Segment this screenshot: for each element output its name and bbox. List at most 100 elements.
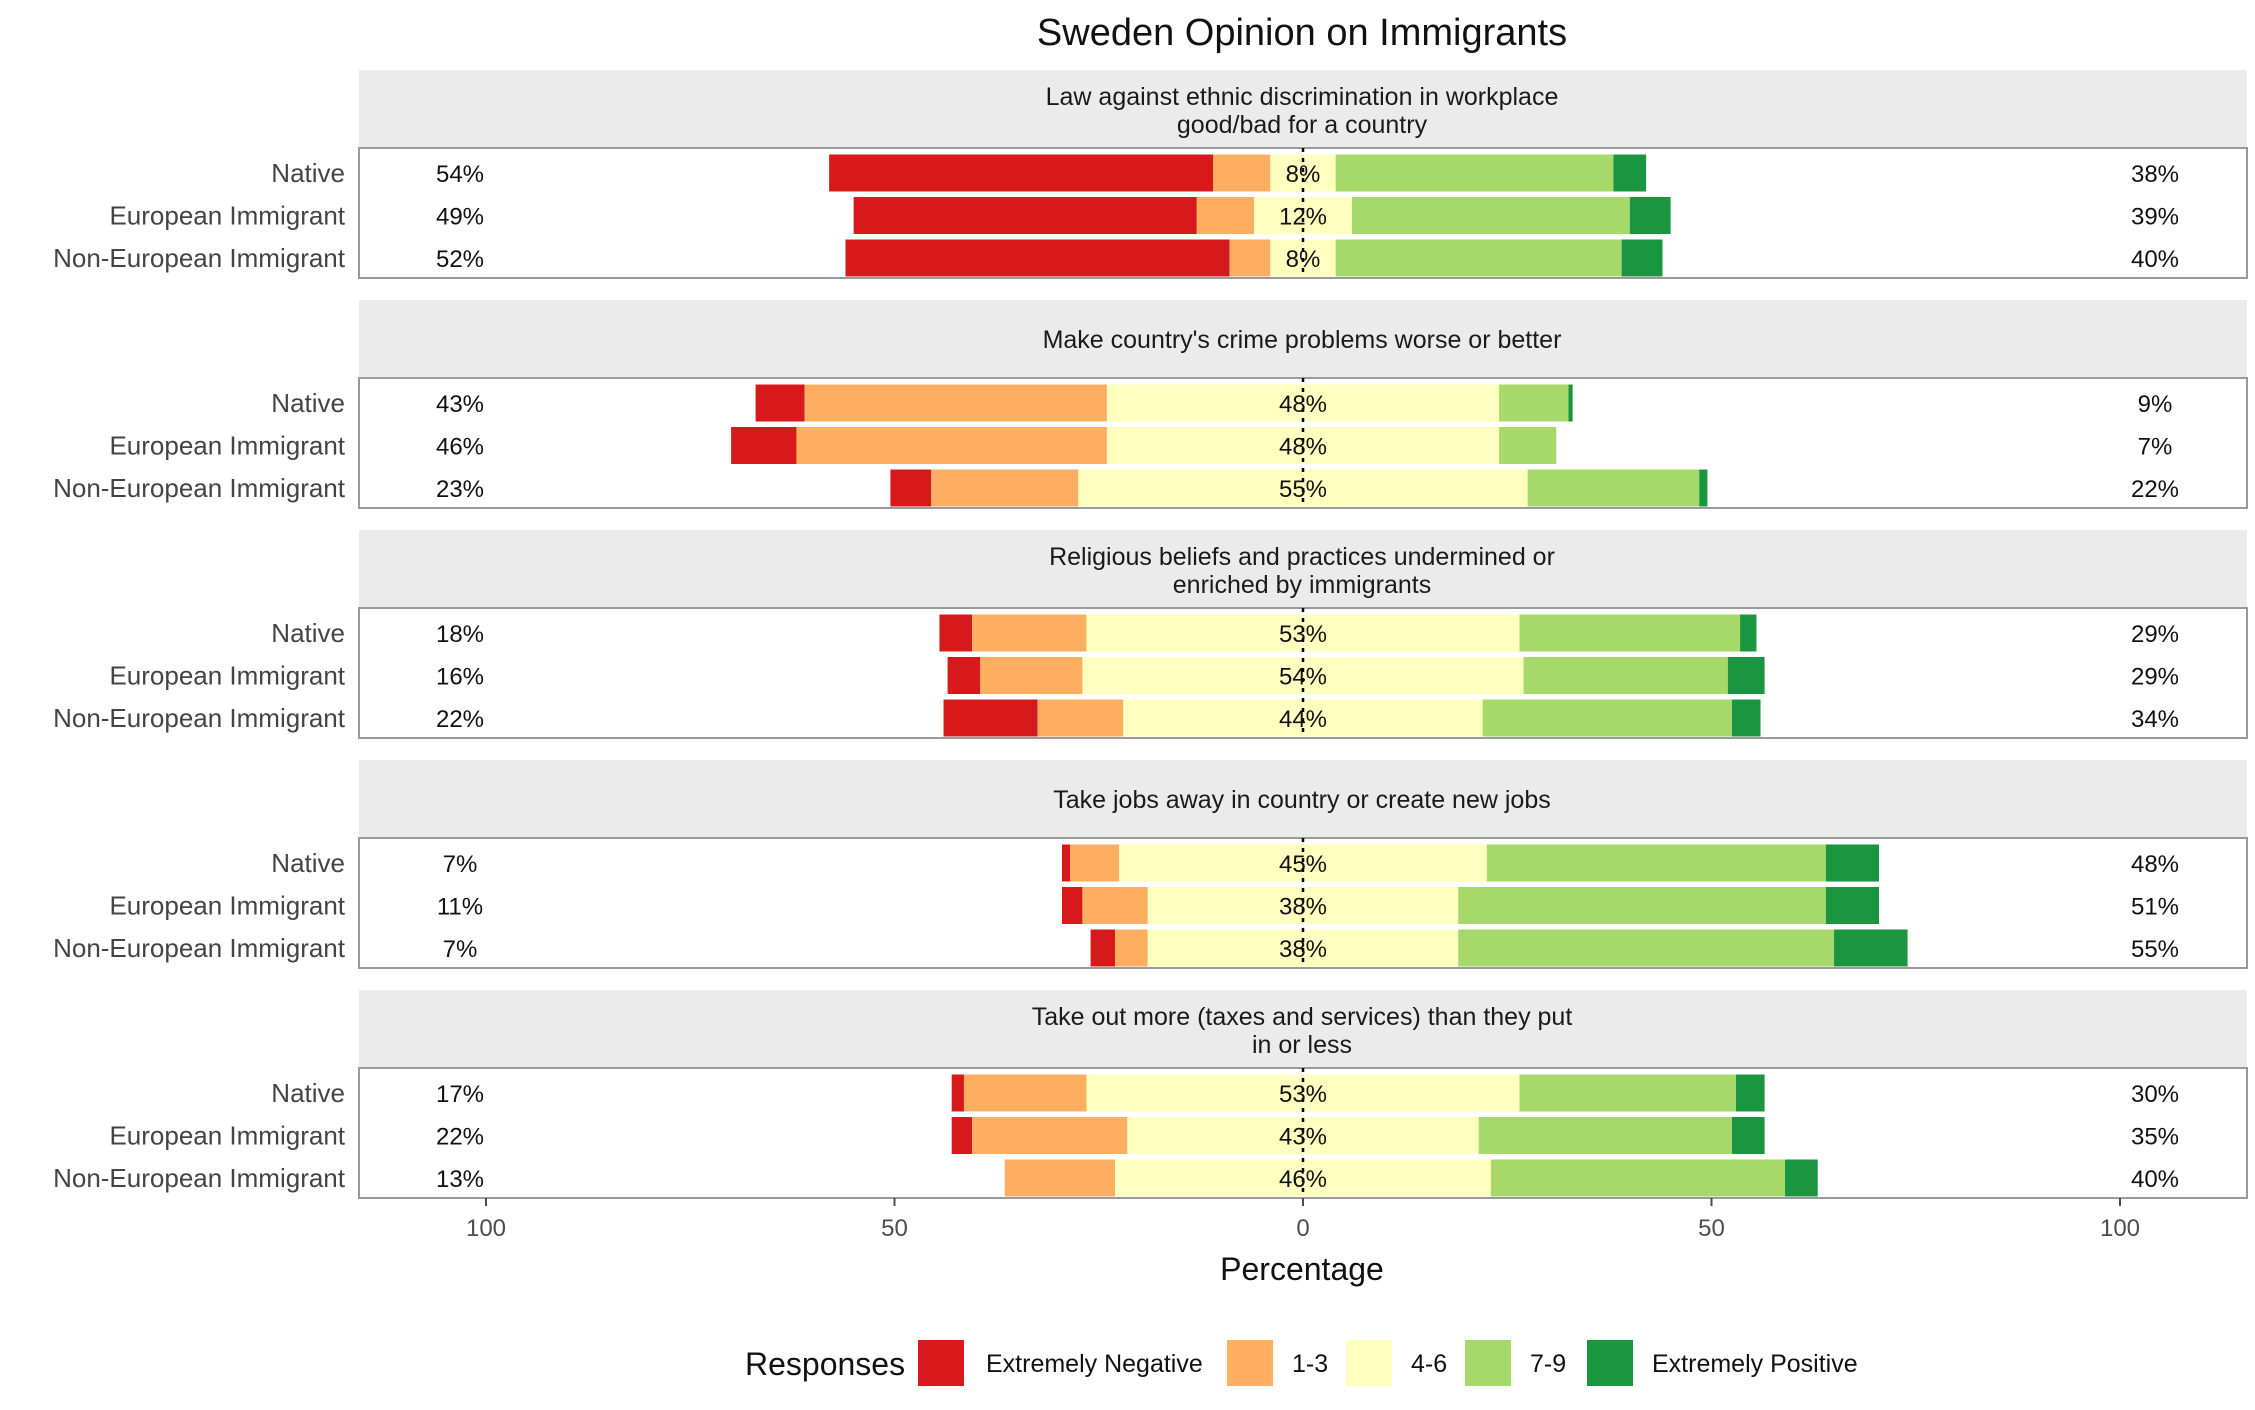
bar-segment — [1740, 614, 1757, 652]
row-label: European Immigrant — [109, 431, 345, 461]
bar-segment — [951, 1074, 964, 1112]
center-percent-label: 53% — [1279, 1081, 1327, 1108]
bar-segment — [1825, 844, 1879, 882]
x-tick-label: 50 — [1698, 1215, 1725, 1242]
left-percent-label: 49% — [436, 204, 484, 231]
row-label: Native — [271, 848, 345, 878]
facet-strip — [359, 990, 2247, 1068]
center-percent-label: 43% — [1279, 1124, 1327, 1151]
bar-segment — [1037, 699, 1124, 737]
bar-segment — [1213, 154, 1271, 192]
left-percent-label: 13% — [436, 1166, 484, 1193]
left-percent-label: 11% — [437, 894, 483, 921]
legend-swatch — [1227, 1340, 1273, 1386]
facet-title: Religious beliefs and practices undermin… — [1049, 543, 1555, 571]
bar-segment — [1834, 929, 1908, 967]
left-percent-label: 22% — [436, 1124, 484, 1151]
row-label: Non-European Immigrant — [53, 473, 346, 503]
x-axis-title: Percentage — [1220, 1251, 1384, 1287]
left-percent-label: 54% — [436, 161, 484, 188]
legend-title: Responses — [745, 1346, 905, 1382]
bar-segment — [890, 469, 932, 507]
bar-segment — [829, 154, 1214, 192]
legend-swatch — [1465, 1340, 1511, 1386]
bar-segment — [1352, 197, 1630, 234]
left-percent-label: 16% — [436, 664, 484, 691]
bar-segment — [1523, 657, 1728, 694]
bar-segment — [972, 1117, 1128, 1154]
x-tick-label: 100 — [2100, 1215, 2140, 1242]
center-percent-label: 48% — [1279, 391, 1327, 418]
bar-segment — [1731, 699, 1761, 737]
legend-swatch — [1346, 1340, 1392, 1386]
right-percent-label: 38% — [2131, 161, 2179, 188]
facet-title: Law against ethnic discrimination in wor… — [1046, 83, 1559, 111]
row-label: Non-European Immigrant — [53, 243, 346, 273]
bar-segment — [951, 1117, 973, 1154]
legend-item-label: 1-3 — [1292, 1350, 1328, 1378]
row-label: Native — [271, 388, 345, 418]
bar-segment — [980, 657, 1083, 694]
row-label: Non-European Immigrant — [53, 933, 346, 963]
bar-segment — [1061, 887, 1083, 924]
left-percent-label: 52% — [436, 246, 484, 273]
legend-item-label: 4-6 — [1411, 1350, 1447, 1378]
right-percent-label: 34% — [2131, 706, 2179, 733]
bar-segment — [853, 197, 1197, 234]
right-percent-label: 30% — [2131, 1081, 2179, 1108]
bar-segment — [804, 384, 1107, 422]
left-percent-label: 23% — [436, 476, 484, 503]
bar-segment — [1458, 929, 1835, 967]
bar-segment — [1727, 657, 1765, 694]
bar-segment — [1519, 1074, 1737, 1112]
right-percent-label: 29% — [2131, 664, 2179, 691]
bar-segment — [1458, 887, 1826, 924]
center-percent-label: 8% — [1286, 161, 1321, 188]
center-percent-label: 12% — [1279, 204, 1327, 231]
right-percent-label: 40% — [2131, 1166, 2179, 1193]
bar-segment — [947, 657, 981, 694]
left-percent-label: 22% — [436, 706, 484, 733]
bar-segment — [1090, 929, 1116, 967]
facet-strip — [359, 530, 2247, 608]
bar-segment — [1736, 1074, 1765, 1112]
bar-segment — [1115, 929, 1148, 967]
bar-segment — [943, 699, 1038, 737]
bar-segment — [1486, 844, 1826, 882]
bar-segment — [845, 239, 1230, 277]
legend-swatch — [918, 1340, 964, 1386]
bar-segment — [1070, 844, 1120, 882]
row-label: Non-European Immigrant — [53, 703, 346, 733]
x-tick-label: 100 — [466, 1215, 506, 1242]
row-label: European Immigrant — [109, 891, 345, 921]
row-label: European Immigrant — [109, 1121, 345, 1151]
bar-segment — [1629, 197, 1671, 234]
center-percent-label: 45% — [1279, 851, 1327, 878]
row-label: Non-European Immigrant — [53, 1163, 346, 1193]
bar-segment — [1147, 887, 1459, 924]
center-percent-label: 38% — [1279, 894, 1327, 921]
facet-title: Make country's crime problems worse or b… — [1043, 326, 1562, 354]
bar-segment — [755, 384, 805, 422]
right-percent-label: 9% — [2138, 391, 2173, 418]
center-percent-label: 48% — [1279, 434, 1327, 461]
chart-title: Sweden Opinion on Immigrants — [1037, 12, 1567, 54]
bar-segment — [1335, 154, 1614, 192]
facet-title: Take jobs away in country or create new … — [1053, 786, 1550, 814]
bar-segment — [1253, 197, 1353, 234]
bar-segment — [1490, 1159, 1786, 1197]
bar-segment — [1082, 657, 1524, 694]
facet-title: enriched by immigrants — [1173, 571, 1431, 599]
bar-segment — [1335, 239, 1622, 277]
right-percent-label: 7% — [2138, 434, 2173, 461]
facet-title: good/bad for a country — [1177, 111, 1428, 139]
bar-segment — [939, 614, 973, 652]
center-percent-label: 53% — [1279, 621, 1327, 648]
facet-panel: Take out more (taxes and services) than … — [53, 990, 2248, 1199]
bar-segment — [1825, 887, 1879, 924]
bar-segment — [1527, 469, 1700, 507]
facet-strip — [359, 300, 2247, 378]
facet-strip — [359, 70, 2247, 148]
bar-segment — [1106, 427, 1500, 464]
